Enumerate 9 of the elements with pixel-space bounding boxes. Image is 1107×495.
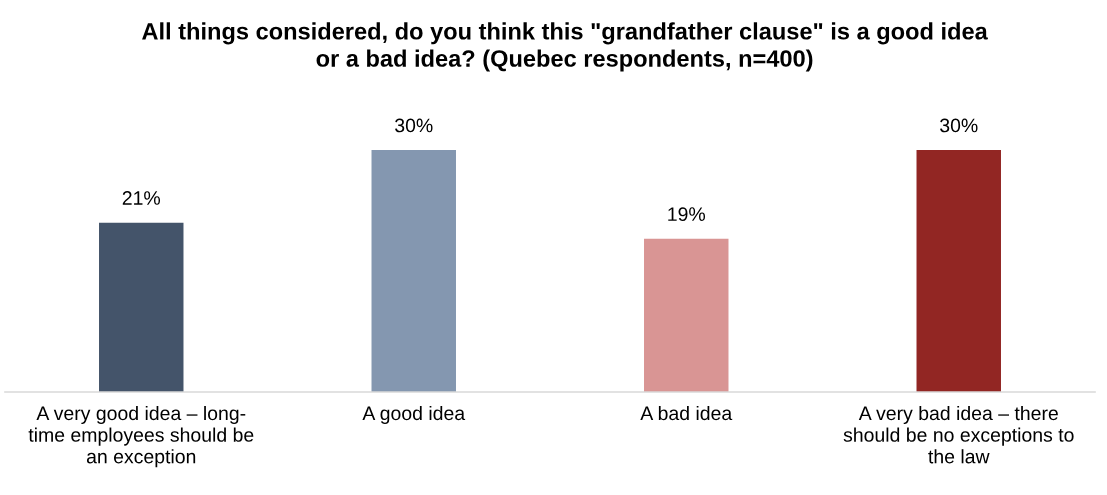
data-label: 30% xyxy=(395,118,433,133)
data-label: 19% xyxy=(668,207,706,222)
x-tick-label: A very bad idea – there should be no exceptions to the law xyxy=(843,405,1074,464)
data-label: 30% xyxy=(940,118,978,133)
data-label: 21% xyxy=(122,191,161,205)
x-tick-label: A good idea xyxy=(362,405,466,425)
x-tick-label: A bad idea xyxy=(640,405,733,421)
chart-title: All things considered, do you think this "grandfather clause" is a good idea or a bad idea? (Quebec respondents, n=400) xyxy=(142,22,988,72)
x-tick-label: A very good idea – long- time employees should be an exception xyxy=(28,405,254,468)
